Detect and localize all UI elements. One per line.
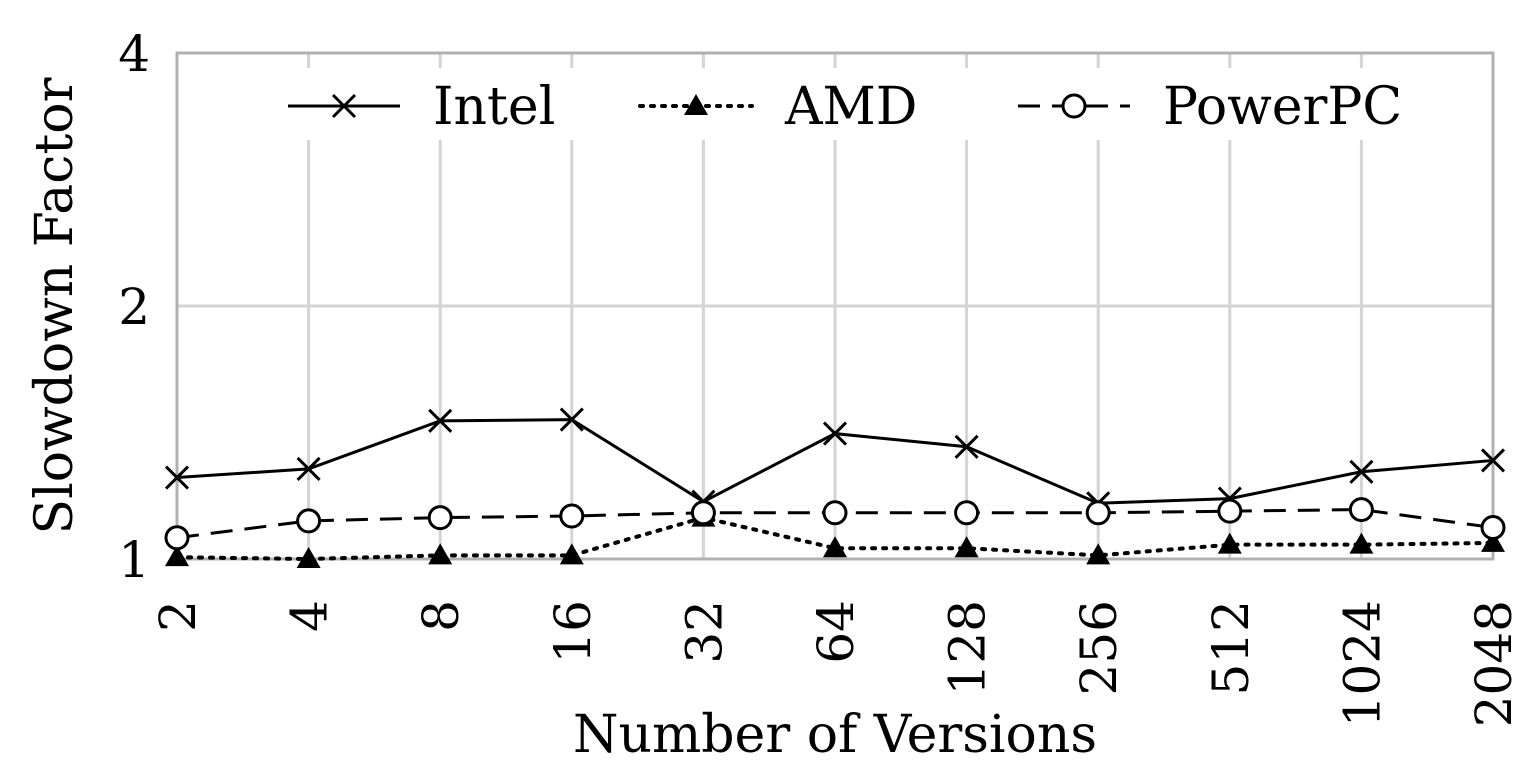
- data-point-powerpc: [164, 525, 190, 551]
- legend-marker-intel: [331, 93, 357, 119]
- y-tick-label: 1: [118, 531, 150, 589]
- data-point-powerpc: [822, 500, 848, 526]
- legend-marker-powerpc: [1061, 93, 1087, 119]
- series-layer: [164, 407, 1506, 568]
- data-point-intel: [164, 465, 190, 490]
- legend-item-intel: Intel: [288, 77, 555, 137]
- legend-label-powerpc: PowerPC: [1163, 77, 1402, 137]
- data-point-powerpc: [427, 505, 453, 531]
- x-tick-label: 256: [1070, 600, 1128, 695]
- data-point-amd: [559, 543, 584, 565]
- data-point-intel: [559, 407, 584, 432]
- y-axis-title: Slowdown Factor: [25, 77, 85, 534]
- y-tick-label: 4: [118, 25, 150, 83]
- data-point-powerpc: [1480, 515, 1506, 541]
- data-point-intel: [1349, 459, 1374, 484]
- data-point-powerpc: [954, 500, 980, 526]
- data-point-amd: [1086, 543, 1111, 565]
- data-point-amd: [823, 536, 847, 558]
- x-tick-label: 8: [412, 600, 470, 632]
- series-powerpc: [164, 497, 1506, 551]
- data-point-amd: [1481, 530, 1505, 552]
- data-point-powerpc: [559, 503, 585, 529]
- legend-item-powerpc: PowerPC: [1018, 77, 1402, 137]
- x-tick-label: 1024: [1333, 600, 1391, 727]
- data-point-powerpc: [1217, 498, 1243, 524]
- x-tick-label: 2: [149, 600, 207, 632]
- legend-marker-amd: [684, 94, 708, 115]
- series-line-amd: [175, 515, 1495, 562]
- data-point-amd: [954, 536, 979, 558]
- legend-background: [270, 68, 1430, 140]
- data-point-intel: [954, 434, 979, 459]
- data-point-amd: [428, 543, 453, 565]
- data-point-intel: [822, 421, 848, 446]
- x-tick-label: 16: [544, 600, 602, 664]
- data-point-amd: [1349, 532, 1374, 554]
- data-point-powerpc: [690, 500, 716, 526]
- x-tick-labels: 2 4 8 16 32 64 128 256 512 1024 2048: [149, 600, 1523, 727]
- series-amd: [165, 505, 1505, 568]
- x-tick-label: 32: [675, 600, 733, 664]
- legend-label-amd: AMD: [784, 77, 918, 137]
- x-tick-label: 4: [281, 600, 339, 632]
- x-tick-label: 64: [807, 600, 865, 664]
- data-point-amd: [165, 545, 189, 567]
- x-tick-label: 512: [1202, 600, 1260, 695]
- legend: Intel AMD PowerPC: [270, 68, 1430, 140]
- data-point-intel: [428, 408, 453, 433]
- x-axis-title: Number of Versions: [573, 705, 1097, 765]
- x-tick-label: 2048: [1465, 600, 1523, 727]
- data-point-amd: [1217, 532, 1242, 554]
- data-point-amd: [296, 547, 321, 568]
- x-tick-label: 128: [939, 600, 997, 695]
- plot-area-frame: [175, 51, 1495, 561]
- data-point-powerpc: [296, 508, 322, 534]
- data-point-intel: [296, 456, 321, 481]
- data-point-powerpc: [1348, 497, 1374, 523]
- data-point-intel: [1480, 448, 1506, 473]
- data-point-powerpc: [1085, 500, 1111, 526]
- legend-item-amd: AMD: [638, 77, 918, 137]
- legend-label-intel: Intel: [433, 77, 555, 137]
- y-tick-label: 2: [118, 278, 150, 336]
- y-tick-labels: 1 2 4: [118, 25, 150, 589]
